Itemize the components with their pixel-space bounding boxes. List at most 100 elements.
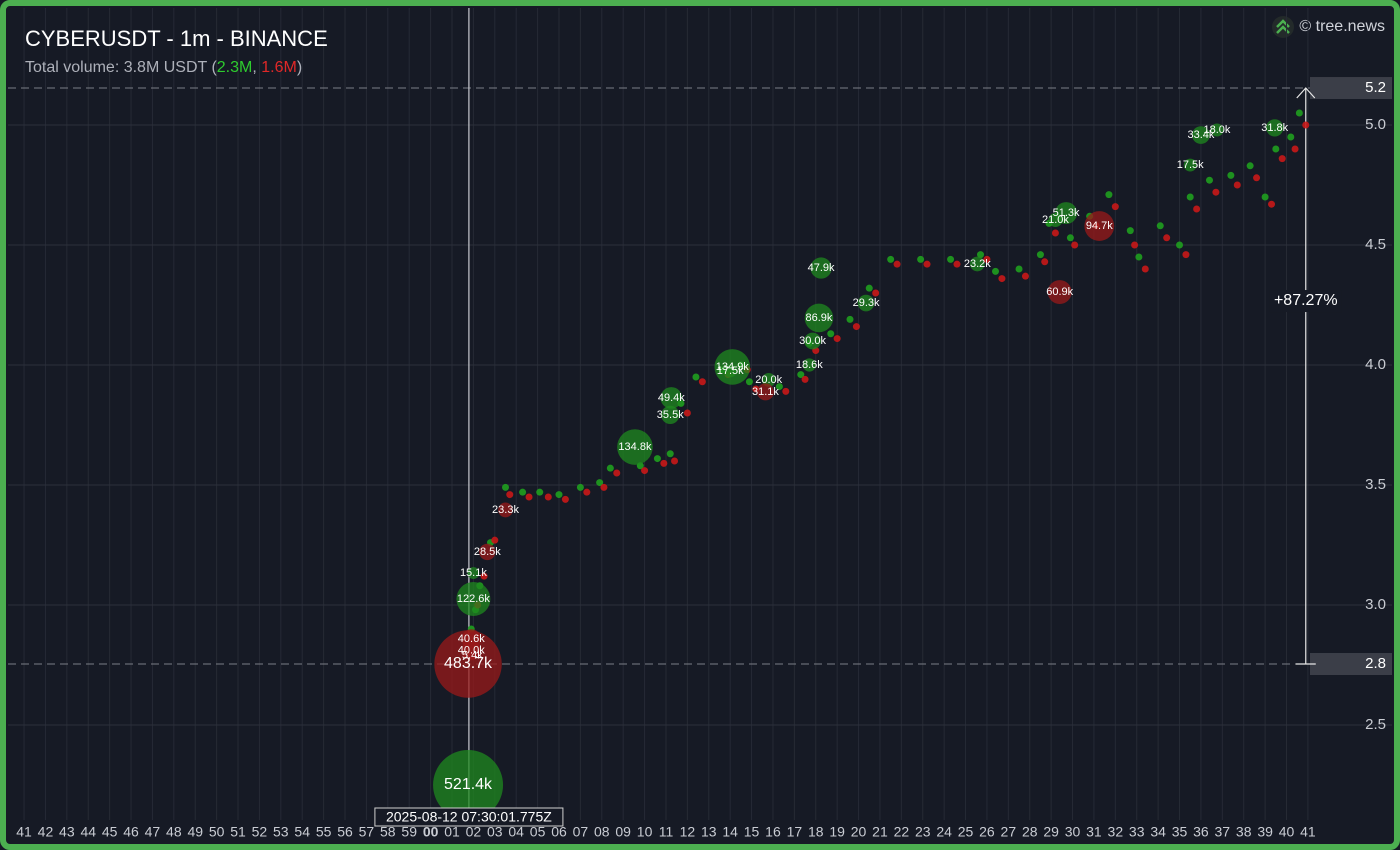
x-tick-label: 46 [123, 824, 139, 840]
bubble-label: 21.0k [1042, 214, 1069, 226]
x-tick-label: 41 [1300, 824, 1316, 840]
x-tick-label: 45 [102, 824, 118, 840]
x-tick-label: 42 [38, 824, 54, 840]
y-tick-label: 3.0 [1365, 596, 1386, 613]
trade-dot [1278, 155, 1286, 163]
volume-bubble [810, 257, 832, 279]
x-tick-label: 27 [1001, 824, 1017, 840]
crosshair-label: 2025-08-12 07:30:01.775Z [386, 809, 552, 825]
bubble-label: 122.6k [457, 593, 491, 605]
x-tick-label: 51 [230, 824, 246, 840]
trade-dot [561, 495, 569, 503]
trade-dot [613, 469, 621, 477]
x-tick-label: 43 [59, 824, 75, 840]
trade-dot [833, 335, 841, 343]
trade-dot [683, 409, 691, 417]
x-tick-label: 52 [252, 824, 268, 840]
trade-dot [536, 488, 544, 496]
trade-dot [923, 260, 931, 268]
y-tick-label: 3.5 [1365, 476, 1386, 493]
x-tick-label: 38 [1236, 824, 1252, 840]
trade-dot [977, 251, 985, 259]
x-tick-label: 06 [551, 824, 567, 840]
bubble-label: 17.5k [717, 365, 744, 377]
volume-bubble [802, 358, 816, 372]
y-tick-label: 5.0 [1365, 116, 1386, 133]
trade-dot [671, 457, 679, 465]
trade-dot [1111, 203, 1119, 211]
volume-bubble [1266, 119, 1284, 137]
bubble-label: 20.0k [755, 374, 782, 386]
volume-bubble [434, 630, 502, 698]
trade-dot [1193, 205, 1201, 213]
trade-dot [692, 373, 700, 381]
trade-dot [852, 323, 860, 331]
volume-bubble [468, 651, 476, 659]
trade-dot [660, 459, 668, 467]
x-tick-label: 39 [1257, 824, 1273, 840]
trade-dot [1141, 265, 1149, 273]
trade-dot [491, 536, 499, 544]
x-tick-label: 47 [145, 824, 161, 840]
x-tick-label: 37 [1215, 824, 1231, 840]
x-tick-label: 03 [487, 824, 503, 840]
trade-dot [1246, 162, 1254, 170]
trade-dot [782, 387, 790, 395]
x-tick-label: 12 [680, 824, 696, 840]
trade-dot [1233, 181, 1241, 189]
bubble-label: 5.4k [462, 649, 483, 661]
volume-bubble [433, 749, 504, 820]
x-tick-label: 21 [872, 824, 888, 840]
trade-dot [1163, 234, 1171, 242]
x-tick-label: 29 [1043, 824, 1059, 840]
trade-dot [953, 260, 961, 268]
trade-dot [1261, 193, 1269, 201]
separator: , [252, 59, 262, 76]
volume-bubble [479, 543, 496, 561]
x-tick-label: 49 [187, 824, 203, 840]
bubble-label: 40.0k [458, 644, 485, 656]
x-tick-label: 16 [765, 824, 781, 840]
x-tick-label: 05 [530, 824, 546, 840]
bubble-label: 483.7k [444, 655, 493, 672]
x-tick-label: 34 [1150, 824, 1166, 840]
trade-dot [887, 255, 895, 263]
trade-dot [653, 455, 661, 463]
trade-dot [1135, 253, 1143, 261]
trade-dot [555, 491, 563, 499]
x-tick-label: 56 [337, 824, 353, 840]
trade-dot [1295, 109, 1303, 117]
bubble-label: 23.2k [964, 258, 991, 270]
trade-dot [1268, 200, 1276, 208]
x-tick-label: 32 [1108, 824, 1124, 840]
x-tick-label: 11 [659, 824, 674, 840]
bubble-label: 35.5k [657, 409, 684, 421]
x-tick-label: 01 [444, 824, 460, 840]
x-tick-label: 26 [979, 824, 995, 840]
x-tick-label: 41 [16, 824, 32, 840]
trade-dot [1105, 191, 1113, 199]
x-tick-label: 00 [423, 824, 439, 840]
x-tick-label: 25 [958, 824, 974, 840]
trade-dot [1253, 174, 1261, 182]
trade-dot [745, 378, 753, 386]
subtitle: Total volume: 3.8M USDT (2.3M, 1.6M) [25, 59, 302, 77]
x-tick-label: 57 [359, 824, 375, 840]
price-marker-box [1310, 77, 1392, 100]
trade-dot [775, 383, 783, 391]
x-tick-label: 36 [1193, 824, 1209, 840]
trade-dot [797, 371, 805, 379]
watermark: © tree.news [1299, 18, 1385, 35]
x-tick-label: 44 [80, 824, 96, 840]
trade-dot [992, 267, 1000, 275]
trade-dot [865, 284, 873, 292]
trade-dot [846, 315, 854, 323]
trade-dot [641, 467, 649, 475]
bubble-label: 49.4k [658, 392, 685, 404]
x-tick-label: 24 [936, 824, 952, 840]
trade-dot [1302, 121, 1310, 129]
volume-bubble [804, 332, 821, 350]
price-marker-label: 5.2 [1365, 79, 1386, 96]
